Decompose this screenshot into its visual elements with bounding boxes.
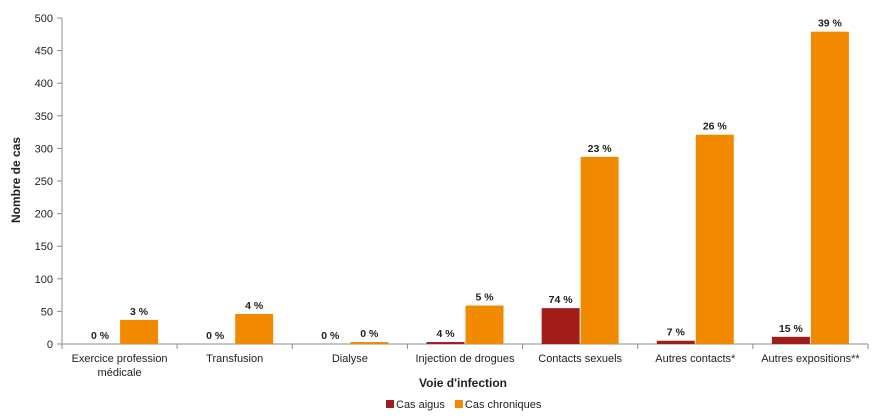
x-tick-label: Injection de drogues: [415, 353, 515, 365]
bar-cas-chroniques: [350, 342, 388, 344]
y-tick-label: 0: [47, 339, 53, 351]
x-tick-label: Exercice profession: [72, 353, 168, 365]
y-tick-label: 450: [35, 46, 53, 58]
data-label: 0 %: [321, 330, 340, 342]
x-tick-label: Autres expositions**: [761, 353, 860, 365]
data-label: 0 %: [206, 330, 225, 342]
legend-swatch: [386, 400, 394, 408]
y-tick-label: 300: [35, 143, 53, 155]
data-label: 7 %: [667, 327, 686, 339]
bar-cas-chroniques: [466, 306, 504, 344]
data-label: 4 %: [436, 328, 455, 340]
legend: Cas aigus Cas chroniques: [386, 399, 542, 411]
data-label: 3 %: [130, 306, 149, 318]
data-label: 26 %: [703, 121, 728, 133]
bar-cas-chroniques: [696, 135, 734, 344]
legend-swatch: [455, 400, 463, 408]
y-axis-title: Nombre de cas: [9, 137, 23, 223]
legend-label: Cas aigus: [396, 399, 445, 411]
data-label: 0 %: [91, 330, 110, 342]
y-tick-label: 150: [35, 241, 53, 253]
bar-cas-chroniques: [581, 157, 619, 344]
data-label: 4 %: [245, 300, 264, 312]
data-label: 0 %: [360, 328, 379, 340]
data-label: 5 %: [475, 292, 494, 304]
y-tick-label: 400: [35, 78, 53, 90]
x-axis-title: Voie d'infection: [419, 376, 507, 390]
data-label: 15 %: [779, 323, 804, 335]
legend-label: Cas chroniques: [465, 399, 542, 411]
bar-cas-chroniques: [235, 314, 273, 344]
y-tick-label: 200: [35, 209, 53, 221]
x-axis: Exercice profession médicale Transfusion Di…: [62, 344, 868, 379]
bar-cas-chroniques: [811, 32, 849, 344]
bar-cas-aigus: [427, 342, 465, 344]
x-tick-label: médicale: [98, 367, 142, 379]
data-label: 23 %: [588, 143, 613, 155]
y-tick-label: 50: [41, 306, 53, 318]
y-tick-label: 350: [35, 111, 53, 123]
x-tick-label: Dialyse: [332, 353, 368, 365]
x-tick-label: Autres contacts*: [655, 353, 736, 365]
bar-cas-aigus: [542, 308, 580, 344]
x-tick-label: Transfusion: [206, 353, 263, 365]
y-axis: 0 50 100 150 200 250 300 350 400 450 500: [35, 13, 62, 351]
data-label: 39 %: [818, 18, 843, 30]
y-tick-label: 500: [35, 13, 53, 25]
x-tick-label: Contacts sexuels: [538, 353, 622, 365]
bar-cas-aigus: [772, 337, 810, 344]
bar-cas-chroniques: [120, 320, 158, 344]
bar-cas-aigus: [657, 341, 695, 344]
y-tick-label: 250: [35, 176, 53, 188]
data-label: 74 %: [549, 294, 574, 306]
y-tick-label: 100: [35, 274, 53, 286]
